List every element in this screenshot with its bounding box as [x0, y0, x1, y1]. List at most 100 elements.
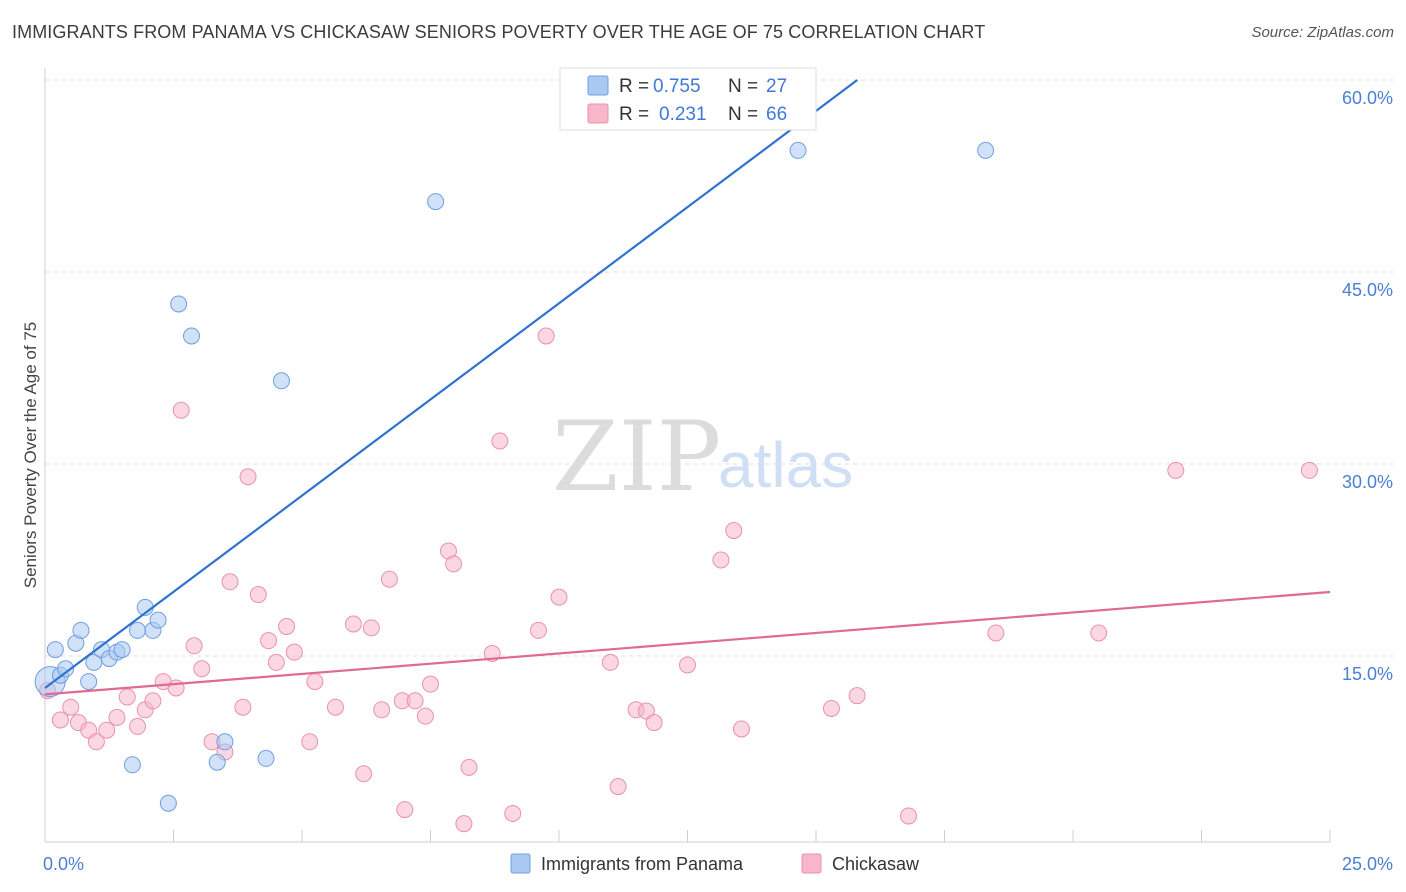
legend-r-value: 0.231: [659, 104, 707, 125]
point-chickasaw: [221, 573, 239, 591]
point-chickasaw: [422, 675, 439, 693]
y-tick-label: 45.0%: [1342, 280, 1393, 300]
point-panama: [182, 327, 200, 345]
point-panama: [149, 611, 167, 629]
point-chickasaw: [87, 733, 105, 751]
watermark: ZIP atlas: [552, 401, 853, 513]
point-chickasaw: [1300, 461, 1318, 479]
point-chickasaw: [460, 758, 478, 776]
source-label: Source: ZipAtlas.com: [1251, 24, 1394, 41]
point-panama: [427, 193, 445, 211]
points-layer: [34, 141, 1318, 833]
legend-n-label: N =: [728, 104, 758, 125]
point-chickasaw: [98, 721, 116, 739]
axes: [44, 68, 1331, 843]
point-panama: [72, 621, 90, 639]
point-chickasaw: [301, 733, 319, 751]
point-chickasaw: [725, 522, 743, 540]
watermark-zip: ZIP: [552, 401, 721, 513]
bottom-legend-swatch-panama: [510, 853, 531, 874]
point-panama: [80, 673, 98, 691]
point-chickasaw: [185, 637, 203, 655]
point-chickasaw: [193, 660, 211, 678]
point-panama: [170, 295, 188, 313]
point-chickasaw: [900, 807, 918, 825]
point-chickasaw: [529, 621, 547, 639]
point-chickasaw: [416, 707, 434, 725]
point-chickasaw: [62, 698, 80, 716]
grid: [45, 79, 1393, 657]
point-chickasaw: [326, 698, 344, 716]
point-chickasaw: [679, 656, 696, 674]
y-tick-label: 15.0%: [1342, 664, 1393, 684]
point-chickasaw: [239, 468, 257, 486]
legend-swatch-chickasaw: [587, 103, 609, 124]
y-tick-label: 30.0%: [1342, 472, 1393, 492]
point-chickasaw: [987, 624, 1005, 642]
point-panama: [129, 621, 147, 639]
point-chickasaw: [445, 555, 463, 573]
point-chickasaw: [278, 618, 296, 636]
point-chickasaw: [373, 701, 391, 719]
point-chickasaw: [129, 717, 147, 735]
point-panama: [159, 794, 177, 812]
point-chickasaw: [249, 586, 267, 604]
point-chickasaw: [712, 551, 730, 569]
y-tick-label: 60.0%: [1342, 88, 1393, 108]
point-chickasaw: [362, 619, 380, 637]
point-chickasaw: [167, 679, 185, 697]
point-chickasaw: [355, 765, 373, 783]
point-chickasaw: [306, 673, 324, 691]
point-chickasaw: [380, 570, 398, 588]
legend-n-label: N =: [728, 76, 758, 97]
point-panama: [113, 641, 131, 659]
point-panama: [216, 733, 234, 751]
bottom-legend-label-chickasaw: Chickasaw: [832, 854, 920, 874]
point-chickasaw: [51, 711, 69, 729]
trend-line-panama: [44, 79, 858, 689]
point-panama: [257, 749, 275, 767]
point-chickasaw: [645, 714, 663, 732]
point-chickasaw: [234, 698, 252, 716]
point-chickasaw: [732, 720, 750, 738]
point-chickasaw: [537, 327, 555, 345]
watermark-atlas: atlas: [718, 429, 853, 501]
point-chickasaw: [260, 632, 278, 650]
bottom-legend: Immigrants from Panama Chickasaw: [510, 853, 920, 874]
legend-r-value: 0.755: [653, 76, 701, 97]
point-chickasaw: [267, 653, 285, 671]
legend-r-label: R =: [619, 104, 649, 125]
point-panama: [123, 756, 141, 774]
point-chickasaw: [609, 778, 627, 796]
bottom-legend-swatch-chickasaw: [801, 853, 822, 874]
point-chickasaw: [108, 708, 126, 726]
trend-line-chickasaw: [44, 590, 1331, 696]
point-chickasaw: [822, 699, 840, 717]
legend-swatch-panama: [587, 75, 609, 96]
point-panama: [57, 660, 75, 678]
point-chickasaw: [144, 692, 162, 710]
legend-box: R = 0.755 N = 27 R = 0.231 N = 66: [559, 67, 817, 131]
point-chickasaw: [601, 653, 619, 671]
point-panama: [272, 372, 290, 390]
point-chickasaw: [455, 815, 473, 833]
point-chickasaw: [1090, 624, 1108, 642]
point-panama: [789, 141, 807, 159]
x-tick-labels: 0.0% 25.0%: [43, 854, 1393, 874]
point-chickasaw: [285, 643, 303, 661]
legend-r-label: R =: [619, 76, 649, 97]
y-axis-label: Seniors Poverty Over the Age of 75: [21, 322, 40, 588]
point-chickasaw: [550, 588, 568, 606]
trend-lines: [44, 79, 1331, 696]
bottom-legend-label-panama: Immigrants from Panama: [541, 854, 744, 874]
point-chickasaw: [1167, 461, 1185, 479]
legend-n-value: 27: [766, 76, 787, 97]
point-chickasaw: [172, 401, 190, 419]
point-panama: [208, 753, 226, 771]
point-chickasaw: [396, 801, 414, 819]
chart-title: IMMIGRANTS FROM PANAMA VS CHICKASAW SENI…: [12, 22, 986, 42]
point-chickasaw: [406, 692, 424, 710]
point-chickasaw: [504, 804, 522, 822]
point-chickasaw: [118, 688, 136, 706]
